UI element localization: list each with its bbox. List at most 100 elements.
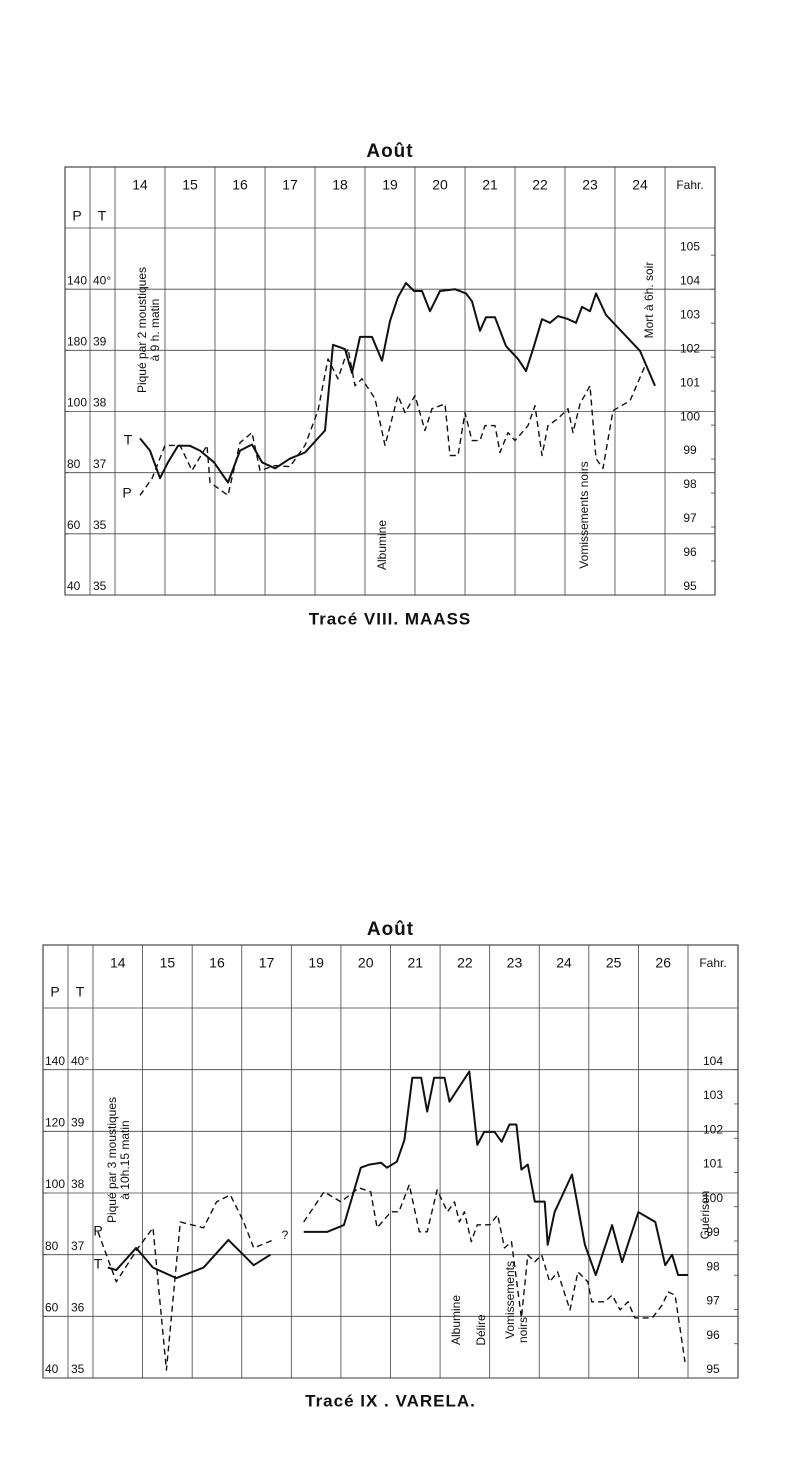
fahr-tick-label: 100 — [703, 1191, 723, 1205]
annotation: Mort à 6h. soir — [642, 262, 656, 339]
series-line — [139, 348, 646, 496]
day-label: 20 — [358, 955, 374, 971]
y2-title: P — [72, 208, 81, 224]
frame — [64, 166, 716, 596]
day-label: 26 — [655, 955, 671, 971]
fahr-tick-label: 103 — [680, 307, 700, 321]
y2-tick-label: 140 — [45, 1054, 65, 1068]
y-tick-label: 40° — [71, 1054, 89, 1068]
day-label: 16 — [232, 177, 248, 193]
day-label: 25 — [606, 955, 622, 971]
day-label: 22 — [532, 177, 548, 193]
fahr-tick-label: 104 — [680, 273, 700, 287]
y-tick-label: 35 — [93, 579, 107, 593]
day-label: 20 — [432, 177, 448, 193]
annotation: Piqué par 2 moustiques — [135, 267, 149, 393]
y-title: T — [76, 984, 85, 1000]
fahr-tick-label: 102 — [680, 341, 700, 355]
chart-title: Août — [367, 919, 414, 940]
y2-tick-label: 40 — [67, 579, 81, 593]
annotation: Albumine — [449, 1295, 463, 1345]
series-line — [139, 282, 656, 484]
y2-tick-label: 100 — [67, 396, 87, 410]
y2-tick-label: 180 — [67, 335, 87, 349]
series-label: P — [93, 1223, 102, 1239]
fahr-tick-label: 96 — [683, 545, 697, 559]
fahr-tick-label: 98 — [706, 1259, 720, 1273]
y-tick-label: 35 — [71, 1362, 85, 1376]
day-label: 17 — [259, 955, 275, 971]
annotation: à 9 h. matin — [148, 299, 162, 362]
day-label: 19 — [382, 177, 398, 193]
day-label: 15 — [160, 955, 176, 971]
annotation: Guérison — [698, 1191, 712, 1240]
annotation: Délire — [474, 1314, 488, 1346]
day-label: 16 — [209, 955, 225, 971]
fahr-tick-label: 97 — [706, 1294, 720, 1308]
day-label: 14 — [132, 177, 148, 193]
annotation: noirs — [516, 1317, 530, 1343]
y-tick-label: 40° — [93, 273, 111, 287]
y2-title: P — [50, 984, 59, 1000]
annotation: à 10h.15 matin — [118, 1120, 132, 1199]
chart-caption: Tracé VIII. MAASS — [309, 609, 472, 628]
annotation: Albumine — [375, 520, 389, 570]
fahr-tick-label: 96 — [706, 1328, 720, 1342]
fahr-tick-label: 97 — [683, 511, 697, 525]
y-tick-label: 38 — [71, 1177, 85, 1191]
annotation: ? — [282, 1228, 289, 1242]
day-label: 15 — [182, 177, 198, 193]
fahr-title: Fahr. — [676, 178, 703, 192]
series-line — [107, 1070, 688, 1280]
series-label: T — [124, 432, 133, 448]
day-label: 23 — [507, 955, 523, 971]
day-label: 24 — [632, 177, 648, 193]
fahr-tick-label: 102 — [703, 1122, 723, 1136]
y-tick-label: 37 — [93, 457, 107, 471]
day-label: 21 — [482, 177, 498, 193]
fahr-tick-label: 101 — [680, 375, 700, 389]
y-tick-label: 35 — [93, 518, 107, 532]
annotation: Vomissements noirs — [577, 461, 591, 568]
day-label: 23 — [582, 177, 598, 193]
y2-tick-label: 60 — [45, 1301, 59, 1315]
fahr-tick-label: 105 — [680, 239, 700, 253]
series-line — [97, 1184, 686, 1371]
fahr-tick-label: 100 — [680, 409, 700, 423]
y-tick-label: 39 — [93, 335, 107, 349]
day-label: 22 — [457, 955, 473, 971]
annotation: Piqué par 3 moustiques — [105, 1097, 119, 1223]
y-title: T — [98, 208, 107, 224]
y-tick-label: 39 — [71, 1116, 85, 1130]
fahr-tick-label: 95 — [706, 1362, 720, 1376]
fahr-tick-label: 103 — [703, 1088, 723, 1102]
fahr-tick-label: 99 — [706, 1225, 720, 1239]
chart-caption: Tracé IX . VARELA. — [305, 1391, 476, 1410]
day-label: 21 — [408, 955, 424, 971]
annotation: Vomissements — [503, 1261, 517, 1339]
series-label: T — [94, 1256, 103, 1272]
fahr-title: Fahr. — [699, 956, 726, 970]
y2-tick-label: 80 — [67, 457, 81, 471]
fahr-tick-label: 101 — [703, 1157, 723, 1171]
day-label: 17 — [282, 177, 298, 193]
day-label: 19 — [308, 955, 324, 971]
fahr-tick-label: 98 — [683, 477, 697, 491]
y2-tick-label: 80 — [45, 1239, 59, 1253]
day-label: 18 — [332, 177, 348, 193]
fahr-tick-label: 104 — [703, 1054, 723, 1068]
y2-tick-label: 140 — [67, 273, 87, 287]
y2-tick-label: 100 — [45, 1177, 65, 1191]
chart-title: Août — [366, 141, 413, 162]
y2-tick-label: 60 — [67, 518, 81, 532]
day-label: 24 — [556, 955, 572, 971]
y2-tick-label: 120 — [45, 1116, 65, 1130]
y-tick-label: 37 — [71, 1239, 85, 1253]
y-tick-label: 36 — [71, 1301, 85, 1315]
y-tick-label: 38 — [93, 396, 107, 410]
y2-tick-label: 40 — [45, 1362, 59, 1376]
day-label: 14 — [110, 955, 126, 971]
fahr-tick-label: 95 — [683, 579, 697, 593]
series-label: P — [122, 485, 131, 501]
